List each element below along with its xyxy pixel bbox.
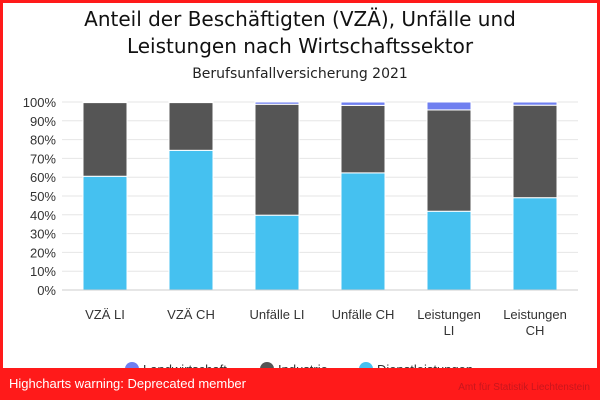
y-tick-label: 40% — [30, 208, 56, 223]
warning-banner: Highcharts warning: Deprecated member — [0, 368, 600, 400]
bar-segment-dienstleistungen[interactable] — [82, 175, 128, 291]
x-axis: VZÄ LI VZÄ CH Unfälle LI Unfälle CH Leistung… — [62, 289, 578, 338]
y-tick-label: 30% — [30, 227, 56, 242]
x-tick-label: Unfälle LI — [250, 307, 305, 322]
chart-subtitle: Berufsunfallversicherung 2021 — [192, 66, 408, 82]
bar-segment-landwirtschaft[interactable] — [168, 101, 214, 104]
y-tick-label: 10% — [30, 264, 56, 279]
y-tick-label: 80% — [30, 133, 56, 148]
bar-segment-dienstleistungen[interactable] — [426, 210, 472, 291]
y-axis: 0% 10% 20% 30% 40% 50% 60% 70% 80% 90% 100% — [23, 95, 57, 298]
y-tick-label: 0% — [37, 283, 56, 298]
bar-segment-landwirtschaft[interactable] — [82, 101, 128, 104]
y-gridlines — [62, 101, 578, 291]
chart-title-line-2: Leistungen nach Wirtschaftssektor — [126, 34, 474, 58]
bar-segment-industrie[interactable] — [254, 103, 300, 216]
bar-segment-landwirtschaft[interactable] — [512, 101, 558, 106]
bar-segment-industrie[interactable] — [168, 102, 214, 151]
bar-segment-landwirtschaft[interactable] — [426, 101, 472, 111]
y-tick-label: 20% — [30, 245, 56, 260]
chart-title-line-1: Anteil der Beschäftigten (VZÄ), Unfälle … — [84, 7, 516, 31]
x-tick-label: Leistungen LI — [417, 307, 481, 338]
x-tick-label: Unfälle CH — [332, 307, 395, 322]
bar-segment-landwirtschaft[interactable] — [254, 101, 300, 105]
bar-segment-dienstleistungen[interactable] — [254, 214, 300, 291]
y-tick-label: 90% — [30, 114, 56, 129]
bar-segment-industrie[interactable] — [82, 102, 128, 177]
x-tick-label: Leistungen CH — [503, 307, 567, 338]
chart-credits[interactable]: Amt für Statistik Liechtenstein — [458, 382, 590, 393]
chart-title: Anteil der Beschäftigten (VZÄ), Unfälle … — [0, 6, 600, 60]
bar-segment-industrie[interactable] — [426, 109, 472, 212]
x-tick-label: VZÄ LI — [85, 307, 125, 322]
bar-segment-landwirtschaft[interactable] — [340, 101, 386, 106]
bar-segment-dienstleistungen[interactable] — [168, 149, 214, 291]
y-tick-label: 100% — [23, 95, 57, 110]
bar-segment-dienstleistungen[interactable] — [512, 197, 558, 291]
bar-segment-dienstleistungen[interactable] — [340, 172, 386, 291]
x-tick-label: VZÄ CH — [167, 307, 215, 322]
y-tick-label: 60% — [30, 170, 56, 185]
y-tick-label: 70% — [30, 151, 56, 166]
bar-segment-industrie[interactable] — [340, 104, 386, 174]
bar-segment-industrie[interactable] — [512, 104, 558, 199]
y-tick-label: 50% — [30, 189, 56, 204]
